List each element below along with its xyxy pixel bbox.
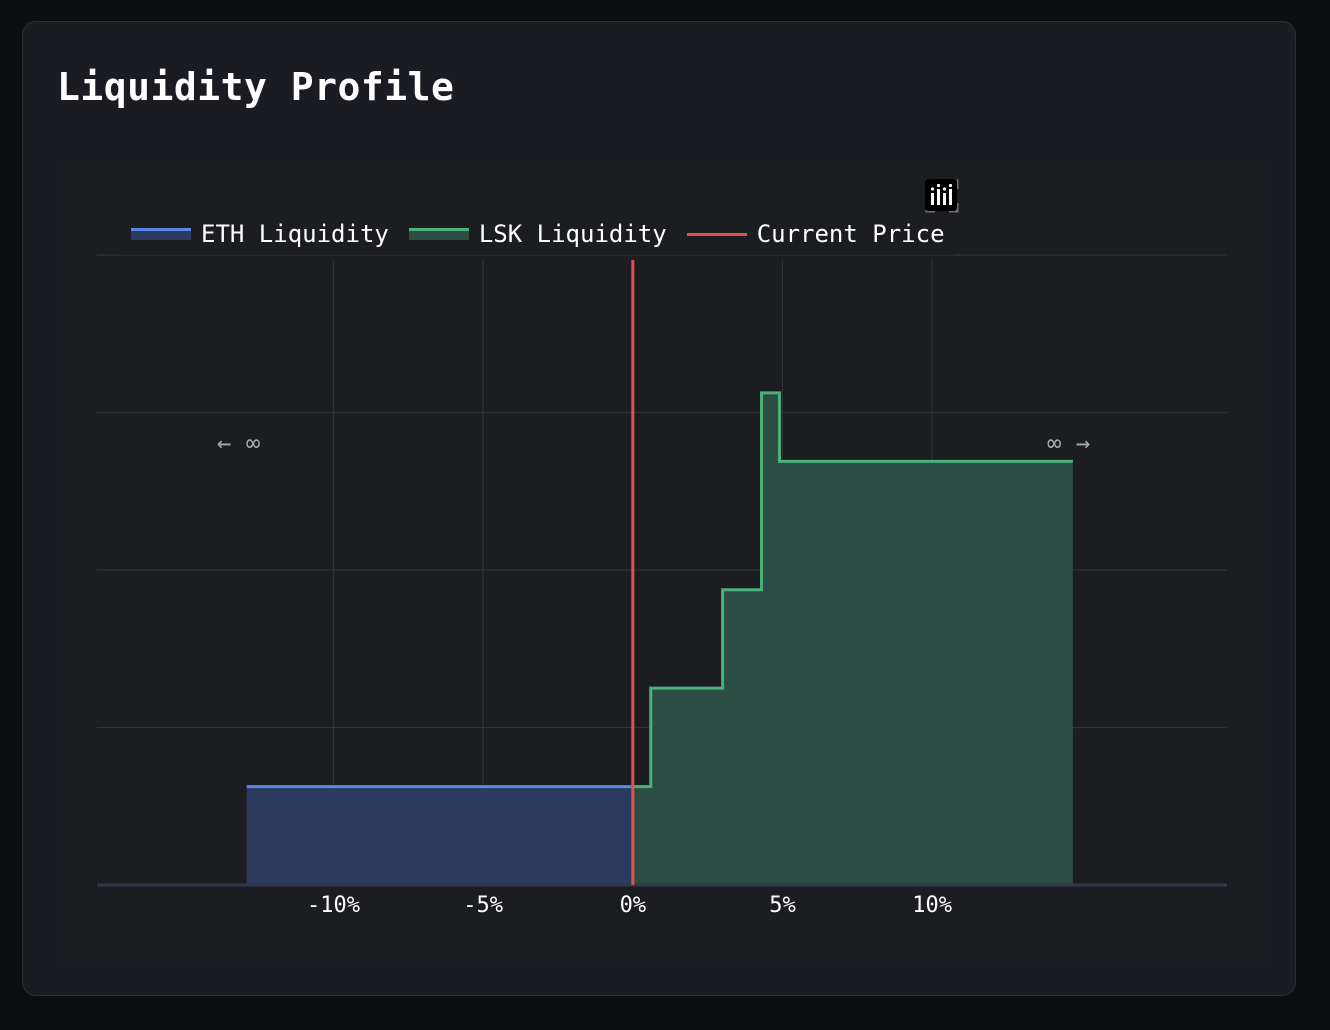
chart-svg[interactable]: -10% -5% 0% 5% 10% — [57, 165, 1267, 965]
legend-item-current-price[interactable]: Current Price — [686, 220, 945, 248]
zoom-icon[interactable] — [927, 179, 1013, 215]
page-title: Liquidity Profile — [57, 65, 455, 109]
legend-swatch-current-price — [686, 232, 747, 236]
zoom-in-icon[interactable] — [926, 179, 1061, 215]
legend-label-current-price: Current Price — [756, 220, 945, 248]
left-infinity-label: ← ∞ — [217, 429, 261, 457]
legend-swatch-lsk — [408, 228, 469, 240]
series-area-eth — [246, 786, 633, 885]
zoom-out-icon[interactable] — [926, 179, 1109, 215]
liquidity-profile-card: Liquidity Profile -10% -5% 0% 5% 10% ETH Liq… — [22, 21, 1296, 996]
x-tick-label: 10% — [912, 893, 952, 918]
x-tick-label: 5% — [769, 893, 796, 918]
x-tick-label: -5% — [463, 893, 503, 918]
legend-label-eth: ETH Liquidity — [201, 220, 389, 248]
plotly-logo-icon[interactable] — [925, 179, 1253, 215]
legend-label-lsk: LSK Liquidity — [478, 220, 667, 248]
liquidity-chart[interactable]: -10% -5% 0% 5% 10% ETH Liquidity LSK Liquidi… — [57, 165, 1267, 965]
reset-axes-icon[interactable] — [927, 179, 1205, 215]
legend-swatch-eth — [131, 228, 191, 240]
legend-item-eth[interactable]: ETH Liquidity — [131, 220, 389, 248]
right-infinity-label: ∞ → — [1047, 429, 1091, 457]
series-line-lsk — [632, 391, 1073, 789]
series-area-lsk — [632, 392, 1073, 885]
chart-toolbar — [925, 179, 1253, 215]
x-tick-label: -10% — [307, 893, 360, 918]
x-tick-label: 0% — [620, 893, 647, 918]
autoscale-icon[interactable] — [925, 179, 1157, 215]
chart-legend: ETH Liquidity LSK Liquidity Current Pric… — [121, 213, 955, 255]
legend-item-lsk[interactable]: LSK Liquidity — [408, 220, 667, 248]
